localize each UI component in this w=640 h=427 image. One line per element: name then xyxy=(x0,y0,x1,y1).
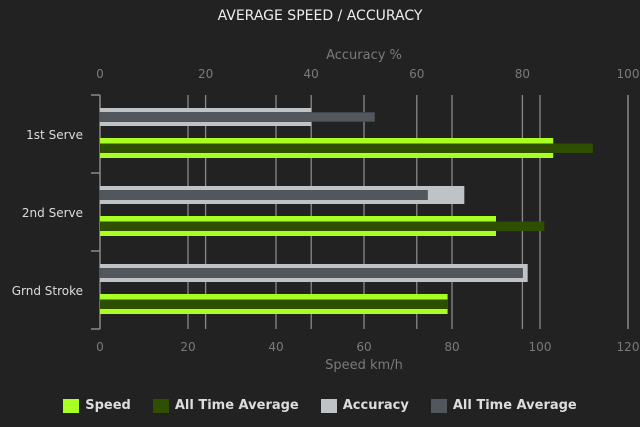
top-tick-label: 100 xyxy=(617,67,640,81)
legend-swatch xyxy=(152,398,169,413)
bottom-tick-label: 120 xyxy=(617,340,640,354)
legend-item-accuracy-average[interactable]: All Time Average xyxy=(430,398,577,413)
legend-label: Speed xyxy=(85,398,131,413)
chart-title: AVERAGE SPEED / ACCURACY xyxy=(217,8,423,24)
bottom-axis-label: Speed km/h xyxy=(325,358,403,373)
bottom-tick-label: 0 xyxy=(96,340,104,354)
legend-label: Accuracy xyxy=(342,398,409,413)
bar-speed-average xyxy=(100,221,545,231)
top-tick-label: 80 xyxy=(515,67,530,81)
legend-label: All Time Average xyxy=(174,398,299,413)
bar-accuracy-average xyxy=(99,268,523,278)
legend-label: All Time Average xyxy=(452,398,577,413)
top-tick-label: 0 xyxy=(96,67,104,81)
bar-speed-average xyxy=(100,299,448,309)
legend: Speed All Time Average Accuracy All Time… xyxy=(0,398,640,413)
bottom-tick-label: 20 xyxy=(180,340,195,354)
legend-item-accuracy[interactable]: Accuracy xyxy=(320,398,409,413)
bar-speed-average xyxy=(100,143,593,153)
category-label: 1st Serve xyxy=(26,128,83,142)
legend-item-speed[interactable]: Speed xyxy=(63,398,131,413)
top-tick-label: 40 xyxy=(304,67,319,81)
top-tick-label: 60 xyxy=(409,67,424,81)
bar-accuracy-average xyxy=(99,112,375,122)
bar-accuracy-average xyxy=(99,190,428,200)
top-axis-label: Accuracy % xyxy=(326,48,402,63)
legend-swatch xyxy=(320,398,337,413)
bottom-tick-label: 100 xyxy=(529,340,552,354)
bottom-tick-label: 60 xyxy=(356,340,371,354)
top-tick-label: 20 xyxy=(198,67,213,81)
category-label: Grnd Stroke xyxy=(12,284,83,298)
legend-item-speed-average[interactable]: All Time Average xyxy=(152,398,299,413)
bottom-tick-label: 40 xyxy=(268,340,283,354)
category-label: 2nd Serve xyxy=(22,206,83,220)
bottom-tick-label: 80 xyxy=(444,340,459,354)
legend-swatch xyxy=(63,398,80,413)
legend-swatch xyxy=(430,398,447,413)
